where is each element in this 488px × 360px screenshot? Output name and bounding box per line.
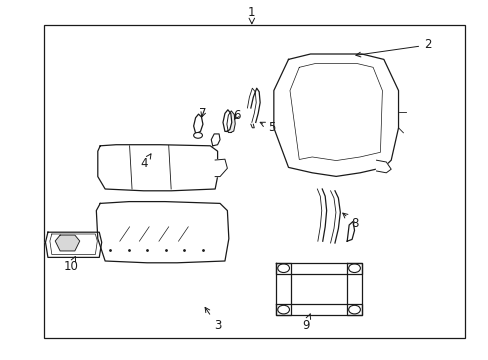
Polygon shape [223,110,231,131]
Polygon shape [193,114,203,133]
Polygon shape [96,202,228,263]
Text: 2: 2 [355,39,431,57]
Polygon shape [346,221,354,241]
Polygon shape [330,191,340,243]
Polygon shape [276,263,290,315]
Polygon shape [98,145,217,191]
Polygon shape [45,232,102,257]
Text: 3: 3 [204,307,221,332]
Polygon shape [226,111,235,132]
Polygon shape [273,54,398,176]
Text: 5: 5 [260,121,275,134]
Text: 6: 6 [233,109,241,122]
Text: 7: 7 [199,107,206,120]
Polygon shape [317,189,326,241]
Text: 4: 4 [140,154,151,170]
Polygon shape [346,263,361,315]
Text: 8: 8 [342,213,358,230]
Polygon shape [276,304,361,315]
Text: 9: 9 [301,314,310,332]
Polygon shape [376,160,390,173]
Polygon shape [215,159,227,177]
Bar [44,25,464,338]
Polygon shape [55,235,80,251]
Text: 1: 1 [247,6,255,19]
Polygon shape [211,134,220,146]
Polygon shape [247,88,260,122]
Text: 10: 10 [63,257,78,273]
Polygon shape [276,263,361,274]
Ellipse shape [193,132,202,138]
